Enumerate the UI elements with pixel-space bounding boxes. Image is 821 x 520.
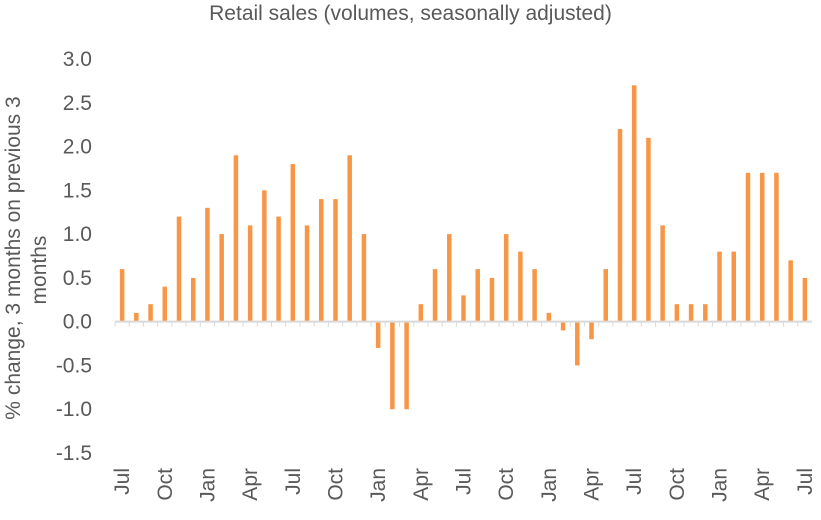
bar (319, 199, 324, 322)
bar (219, 234, 224, 322)
x-tick-label: Jan (538, 468, 561, 502)
bar (802, 277, 808, 322)
x-tick-label: Jul (623, 468, 646, 495)
x-tick-label: Jul (453, 468, 476, 495)
x-tick-label: Oct (324, 468, 347, 501)
y-tick-label: 1.0 (63, 223, 92, 246)
bar (404, 321, 409, 410)
y-tick-label: 3.0 (63, 48, 92, 71)
x-tick-label: Oct (666, 468, 689, 501)
x-tick-label: Jul (794, 468, 817, 495)
bar (304, 225, 310, 322)
y-tick-label: -1.5 (56, 442, 92, 465)
bar (390, 321, 395, 410)
x-tick-label: Oct (154, 468, 177, 501)
bar (660, 225, 665, 322)
bar (134, 312, 139, 322)
bar (560, 321, 566, 331)
x-tick-label: Apr (581, 468, 604, 501)
x-tick-label: Jan (367, 468, 390, 502)
bar (375, 321, 381, 348)
y-axis-title-line-2: months (28, 236, 51, 305)
bar (162, 286, 168, 322)
bar (361, 234, 367, 322)
bar (290, 164, 296, 322)
y-axis-title: % change, 3 months on previous 3 months (2, 96, 51, 419)
y-tick-label: 2.5 (63, 92, 92, 115)
bar (688, 304, 694, 322)
bar (475, 269, 480, 322)
bar (674, 304, 680, 322)
x-axis-ticks: Jul Oct Jan Apr Jul Oct Jan Apr Jul Oct Jan Apr Jul O… (111, 321, 817, 502)
x-tick-label: Apr (410, 468, 433, 501)
bar (418, 304, 424, 322)
y-tick-label: 0.0 (63, 311, 92, 334)
bar (262, 190, 267, 322)
bar (646, 137, 651, 322)
y-tick-label: 0.5 (63, 267, 92, 290)
bar (617, 129, 623, 322)
y-tick-label: -1.0 (56, 398, 92, 421)
x-tick-label: Jan (709, 468, 732, 502)
y-axis-title-line-1: % change, 3 months on previous 3 (2, 96, 25, 419)
bar (148, 304, 153, 322)
bar (176, 216, 182, 322)
bar (717, 251, 722, 322)
chart-title: Retail sales (volumes, seasonally adjust… (209, 2, 612, 25)
x-tick-label: Oct (495, 468, 518, 501)
bar (788, 260, 793, 322)
bar-series (119, 85, 808, 410)
bar (759, 172, 765, 322)
bar (703, 304, 708, 322)
bar (432, 269, 438, 322)
bar (532, 269, 537, 322)
x-tick-label: Jul (111, 468, 134, 495)
x-tick-label: Jul (282, 468, 305, 495)
bar (119, 269, 125, 322)
bar (503, 234, 509, 322)
bar (546, 312, 552, 322)
bar (276, 216, 281, 322)
bar (731, 251, 737, 322)
bar (190, 277, 196, 322)
y-tick-label: -0.5 (56, 354, 92, 377)
bar (461, 295, 466, 322)
bar (447, 234, 452, 322)
bar (205, 207, 210, 322)
bar (247, 225, 253, 322)
bar (589, 321, 594, 340)
bar (745, 172, 751, 322)
bar (575, 321, 580, 366)
bar (774, 172, 779, 322)
x-tick-label: Apr (751, 468, 774, 501)
x-tick-label: Jan (196, 468, 219, 502)
bar (603, 269, 608, 322)
x-tick-label: Apr (239, 468, 262, 501)
bar (631, 85, 637, 322)
bar (333, 199, 338, 322)
y-tick-label: 1.5 (63, 179, 92, 202)
bar (347, 155, 352, 322)
y-tick-label: 2.0 (63, 136, 92, 159)
bar (489, 277, 495, 322)
bar (518, 251, 523, 322)
bar (233, 155, 239, 322)
y-axis-ticks: 3.0 2.5 2.0 1.5 1.0 0.5 0.0 -0.5 -1.0 -1.5 (56, 48, 92, 465)
